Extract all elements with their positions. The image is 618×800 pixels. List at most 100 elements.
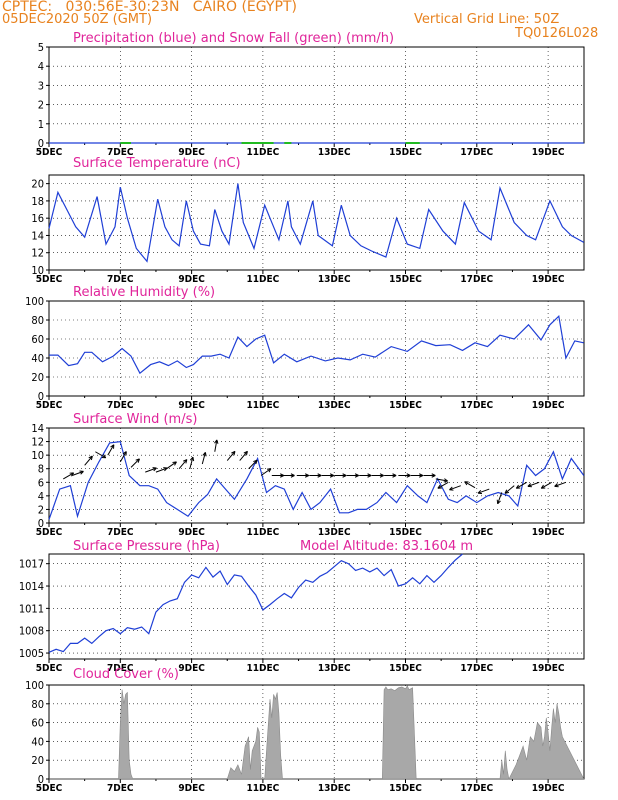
wind-vector-head: [185, 459, 188, 464]
wind-vector: [248, 459, 258, 470]
wind-vector-head: [192, 457, 195, 462]
wind-vector-head: [80, 471, 84, 475]
pressure-panel: 1005 1008 1011 1014 1017 5DEC 7DEC 9DEC 11DEC 13D…: [19, 539, 585, 674]
precip-xtick-label: 17DEC: [460, 147, 493, 158]
rh-xtick-label: 13DEC: [318, 400, 351, 411]
cloud-ytick-label: 100: [25, 679, 44, 692]
wind-vector-head: [122, 451, 127, 455]
wind-vector-head: [554, 483, 558, 487]
temp-ytick-label: 12: [31, 247, 44, 260]
cloud-xtick-label: 9DEC: [178, 783, 205, 794]
cloud-title: Cloud Cover (%): [73, 667, 179, 682]
wind-vector-head: [406, 475, 411, 478]
wind-vector: [84, 455, 93, 466]
cloud-ytick-label: 20: [31, 754, 44, 767]
wind-vector-head: [290, 475, 295, 478]
wind-vector: [130, 458, 140, 468]
pressure-xtick-label: 15DEC: [389, 663, 422, 674]
wind-vector: [145, 467, 157, 473]
cloud-panel: 0 20 40 60 80 100 5DEC 7DEC 9DEC 11DEC 13DEC 15DEC 1…: [25, 667, 585, 794]
pressure-xtick-label: 19DEC: [532, 663, 565, 674]
wind-vector-head: [431, 475, 436, 478]
pressure-ytick-label: 1014: [19, 580, 44, 593]
wind-vector-head: [392, 475, 397, 478]
wind-vector-head: [437, 484, 441, 489]
wind-vector-head: [329, 475, 334, 478]
wind-ytick-label: 4: [38, 490, 44, 503]
rh-xtick-label: 15DEC: [389, 400, 422, 411]
pressure-series-line: [48, 553, 463, 653]
wind-vector-head: [419, 475, 424, 478]
wind-series-line: [48, 440, 585, 520]
wind-vector: [260, 468, 272, 476]
temp-series-line: [48, 183, 585, 263]
precip-ytick-label: 3: [38, 79, 44, 92]
rh-ytick-label: 40: [31, 352, 44, 365]
pressure-ytick-label: 1011: [19, 602, 44, 615]
wind-vector: [119, 451, 127, 463]
wind-vector-head: [443, 480, 448, 483]
wind-vector-head: [304, 473, 309, 476]
wind-xtick-label: 15DEC: [389, 527, 422, 538]
temp-xtick-label: 9DEC: [178, 274, 205, 285]
cloud-xtick-label: 7DEC: [107, 783, 134, 794]
wind-vector-head: [243, 450, 248, 454]
wind-vector: [239, 451, 248, 461]
rh-xtick-label: 19DEC: [532, 400, 565, 411]
wind-vector-head: [329, 473, 334, 476]
wind-vector-head: [392, 473, 397, 476]
cloud-xtick-label: 17DEC: [460, 783, 493, 794]
wind-vector: [72, 470, 84, 476]
wind-vector-head: [182, 459, 188, 462]
wind-frame: [48, 427, 585, 524]
wind-vector-head: [268, 468, 272, 473]
wind-vector-head: [290, 473, 295, 476]
rh-ytick-label: 20: [31, 371, 44, 384]
rh-xtick-label: 17DEC: [460, 400, 493, 411]
wind-vector-head: [214, 439, 218, 444]
wind-vector: [554, 481, 567, 487]
header-line3-right: TQ0126L028: [515, 26, 599, 41]
wind-vector: [201, 452, 206, 465]
rh-title: Relative Humidity (%): [73, 285, 215, 300]
wind-vector-head: [233, 451, 236, 456]
wind-vector: [155, 467, 168, 473]
cloud-ytick-label: 60: [31, 717, 44, 730]
wind-vector: [435, 478, 448, 482]
wind-vector: [437, 481, 449, 489]
pressure-xtick-label: 5DEC: [36, 663, 63, 674]
wind-xtick-label: 17DEC: [460, 527, 493, 538]
rh-xtick-label: 11DEC: [247, 400, 280, 411]
pressure-annotation: Model Altitude: 83.1604 m: [300, 539, 473, 554]
rh-ytick-label: 60: [31, 333, 44, 346]
wind-vector-head: [342, 473, 347, 476]
precip-ytick-label: 4: [38, 60, 44, 73]
wind-xtick-label: 5DEC: [36, 527, 63, 538]
wind-vector-head: [379, 473, 384, 476]
wind-vector: [178, 459, 188, 470]
precip-title: Precipitation (blue) and Snow Fall (gree…: [73, 31, 394, 46]
wind-vector-head: [477, 489, 482, 494]
cloud-ytick-label: 40: [31, 735, 44, 748]
wind-vector-head: [245, 451, 248, 456]
cloud-series-area: [49, 685, 585, 780]
wind-xtick-label: 19DEC: [532, 527, 565, 538]
wind-vector-head: [367, 475, 372, 478]
pressure-xtick-label: 7DEC: [107, 663, 134, 674]
wind-vector-head: [504, 491, 510, 494]
wind-vector-head: [379, 475, 384, 478]
temp-xtick-label: 19DEC: [532, 274, 565, 285]
precip-ytick-label: 5: [38, 41, 44, 54]
cloud-xtick-label: 13DEC: [318, 783, 351, 794]
wind-ytick-label: 6: [38, 476, 44, 489]
wind-vector-head: [189, 456, 194, 461]
precip-xtick-label: 7DEC: [107, 147, 134, 158]
wind-xtick-label: 11DEC: [247, 527, 280, 538]
pressure-ytick-label: 1005: [19, 647, 44, 660]
pressure-title: Surface Pressure (hPa): [73, 539, 220, 554]
wind-vector-head: [449, 486, 453, 491]
wind-vector: [541, 481, 552, 489]
wind-vector-head: [202, 452, 206, 456]
wind-vector-head: [153, 467, 157, 472]
